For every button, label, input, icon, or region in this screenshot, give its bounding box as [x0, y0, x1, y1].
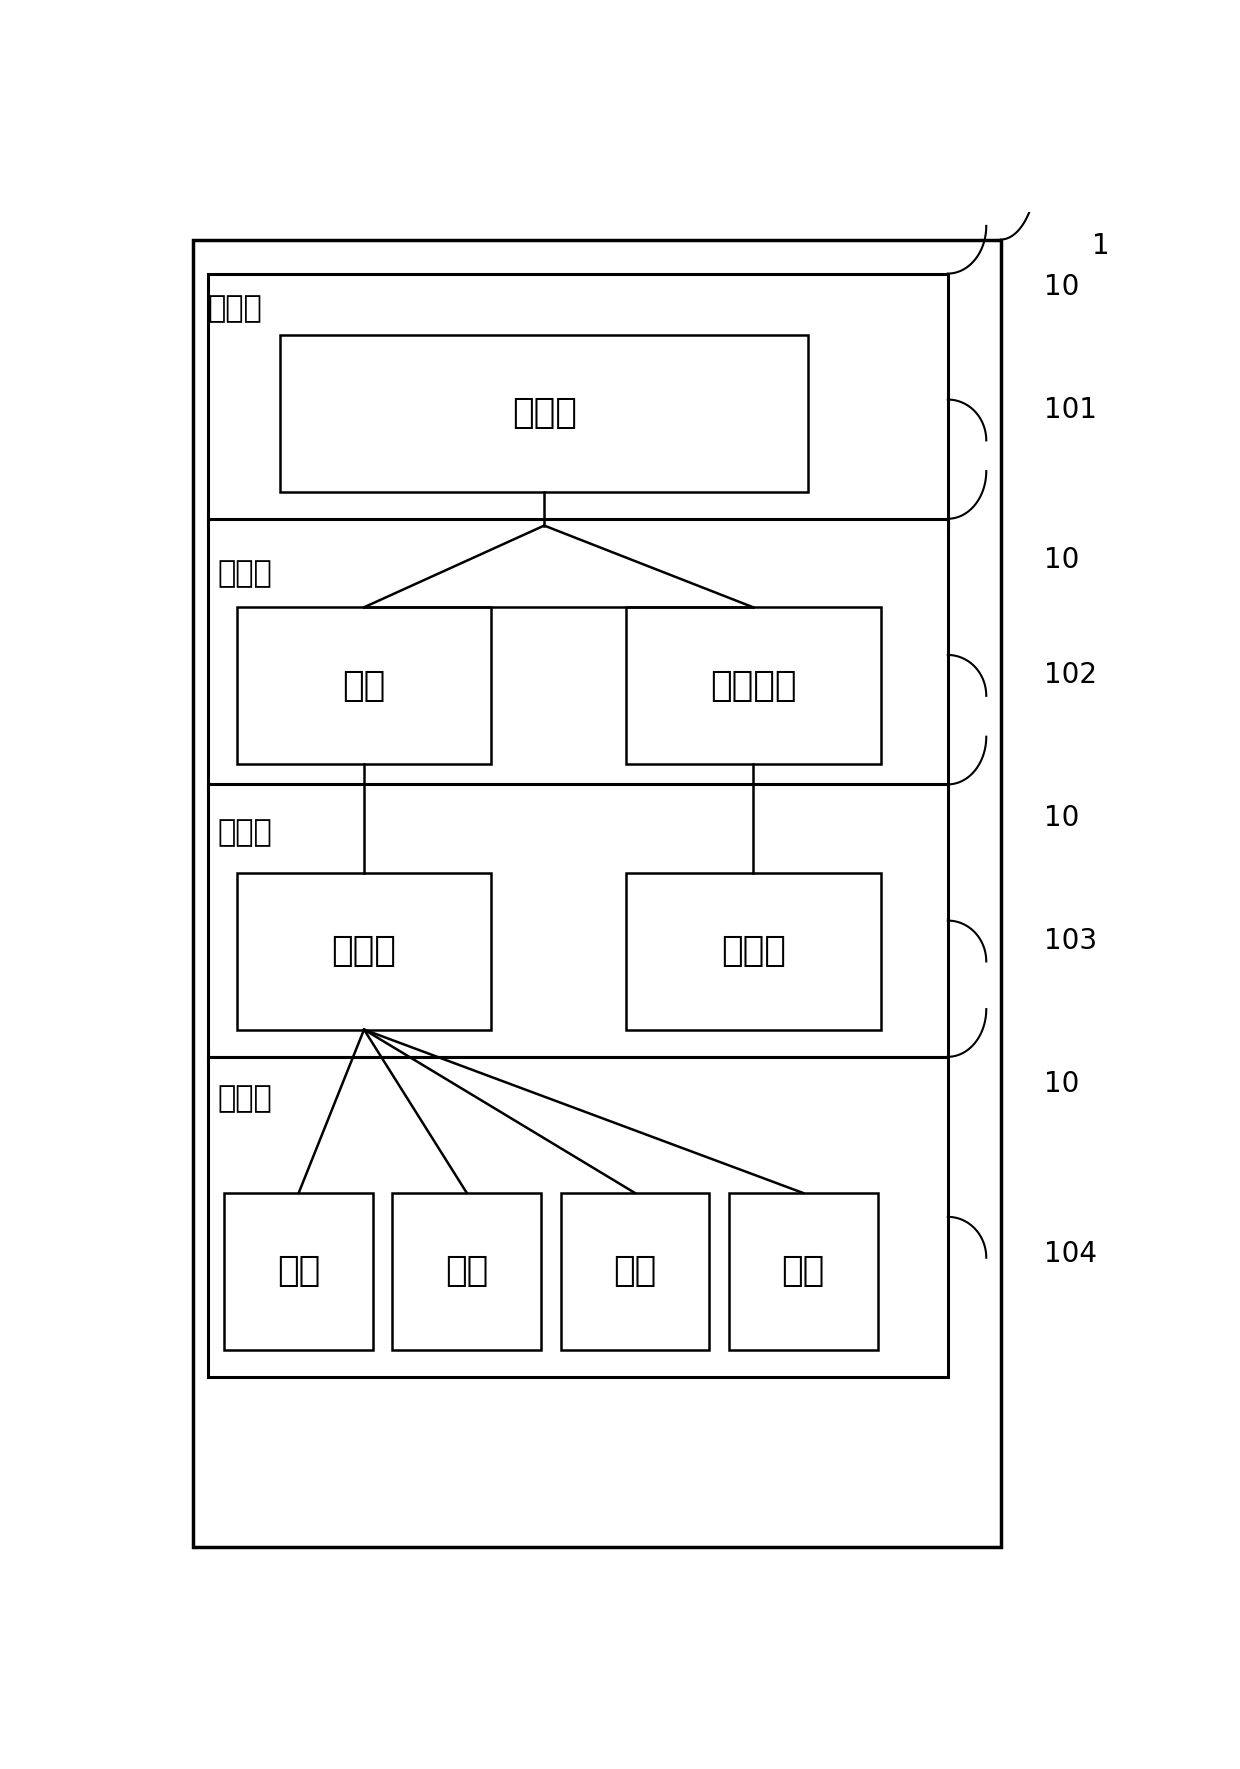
Text: 元数据表: 元数据表	[711, 669, 796, 702]
Text: 101: 101	[1044, 396, 1097, 425]
Text: 10: 10	[1044, 1070, 1079, 1099]
Text: 102: 102	[1044, 662, 1097, 690]
Text: 根表: 根表	[342, 669, 386, 702]
Bar	[729, 1192, 878, 1350]
Bar	[626, 872, 880, 1030]
Bar	[208, 518, 947, 791]
Text: 四级表: 四级表	[217, 1084, 273, 1113]
Bar	[392, 1192, 542, 1350]
Text: 空闲表: 空闲表	[720, 934, 786, 968]
Text: 区表: 区表	[277, 1254, 320, 1288]
Text: 一级表: 一级表	[208, 294, 263, 324]
Text: 104: 104	[1044, 1240, 1097, 1268]
Bar	[208, 274, 947, 525]
Text: 二级表: 二级表	[217, 559, 273, 589]
Bar	[208, 1056, 947, 1376]
Text: 103: 103	[1044, 927, 1097, 955]
Text: 区表: 区表	[781, 1254, 825, 1288]
Text: 10: 10	[1044, 272, 1079, 301]
Bar	[280, 334, 808, 492]
Bar	[193, 239, 1001, 1548]
Text: 区表: 区表	[614, 1254, 657, 1288]
Text: 10: 10	[1044, 545, 1079, 573]
Bar	[560, 1192, 709, 1350]
Bar	[237, 607, 491, 764]
Bar	[237, 872, 491, 1030]
Bar	[626, 607, 880, 764]
Text: 三级表: 三级表	[217, 819, 273, 847]
Text: 10: 10	[1044, 805, 1079, 833]
Text: 区表: 区表	[445, 1254, 489, 1288]
Text: 1: 1	[1092, 232, 1110, 260]
Text: 系统表: 系统表	[512, 396, 577, 430]
Bar	[208, 784, 947, 1056]
Bar	[224, 1192, 373, 1350]
Text: 区段表: 区段表	[331, 934, 397, 968]
